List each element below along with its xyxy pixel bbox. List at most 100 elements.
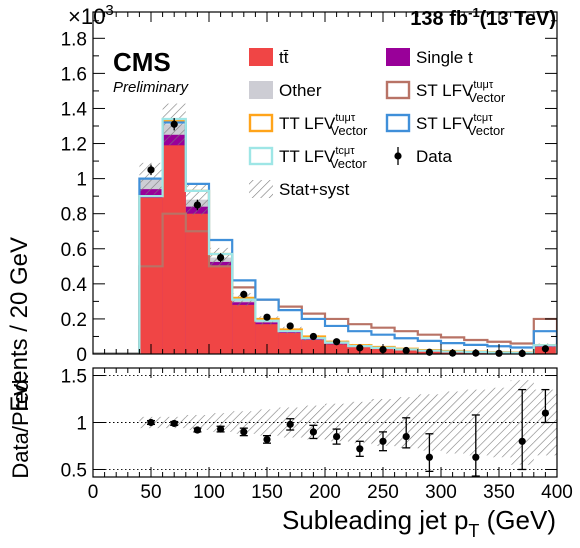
legend-label: Other — [279, 81, 322, 100]
experiment-label: CMS — [113, 47, 171, 77]
stack-bar-ttbar — [301, 339, 325, 354]
data-point — [309, 332, 317, 341]
legend-entry-single_t: Single t — [386, 48, 473, 67]
ratio-point — [472, 453, 480, 461]
stack-bar-ttbar — [162, 145, 186, 354]
legend-swatch-other — [249, 81, 273, 99]
ratio-point — [263, 435, 271, 444]
y-multiplier: ×103 — [68, 2, 114, 29]
legend-swatch-single_t — [386, 48, 410, 66]
stack-bar-ttbar — [255, 324, 279, 354]
legend-entry-st_tc: ST LFVtcμτ Vector — [385, 112, 505, 138]
legend-entry-tt_tc: TT LFVtcμτ Vector — [248, 145, 367, 171]
stack-bar-ttbar — [139, 197, 163, 354]
legend-label: ST LFVtcμτ Vector — [416, 112, 505, 138]
legend-entry-unc: Stat+syst — [249, 180, 350, 199]
data-point — [193, 201, 201, 209]
ratio-point — [286, 420, 294, 428]
legend-swatch-tt_tc — [248, 146, 274, 166]
ratio-y-tick-label: 1.5 — [61, 367, 87, 388]
ratio-band-bin — [371, 399, 395, 446]
data-point — [170, 120, 178, 128]
data-point — [217, 253, 225, 262]
data-point — [240, 290, 248, 298]
ratio-point — [356, 445, 364, 453]
stack-bar-ttbar — [278, 332, 302, 354]
x-tick-label: 150 — [251, 482, 283, 503]
ratio-band-bin — [487, 387, 511, 458]
main-axes: 0 0.2 0.4 0.6 0.8 1 1.2 1.4 1.6 1.8 — [61, 12, 558, 366]
legend-entry-ttbar: tt̄ — [249, 48, 289, 67]
status-label: Preliminary — [113, 79, 190, 96]
ratio-band-bin — [255, 409, 279, 436]
x-tick-label: 350 — [483, 482, 515, 503]
ratio-point — [309, 428, 317, 436]
ratio-band-bin — [325, 403, 349, 442]
ratio-point — [170, 419, 178, 428]
ratio-point — [541, 409, 550, 417]
legend-swatch-tt_tu — [248, 113, 274, 133]
ratio-band-bin — [348, 401, 372, 444]
stack-bar-ttbar — [209, 266, 233, 354]
ratio-point — [425, 453, 433, 461]
x-tick-label: 300 — [425, 482, 457, 503]
y-tick-label: 0.2 — [61, 310, 87, 331]
legend: tt̄ Single t Other ST LFVtuμτ Vector TT LFVtu… — [248, 48, 506, 199]
y-tick-label: 1.4 — [61, 99, 88, 120]
x-tick-label: 400 — [541, 482, 573, 503]
ratio-point — [147, 418, 155, 427]
y-tick-label: 1.8 — [61, 29, 87, 50]
legend-swatch-st_tu — [385, 80, 411, 100]
ratio-point — [379, 437, 387, 445]
legend-entry-tt_tu: TT LFVtuμτ Vector — [248, 112, 368, 138]
y-tick-label: 0.4 — [61, 275, 88, 296]
legend-marker — [394, 152, 402, 160]
x-tick-label: 200 — [309, 482, 341, 503]
ratio-point — [217, 425, 225, 433]
uncertainty-bin — [185, 184, 209, 216]
legend-swatch-unc — [249, 180, 273, 198]
y-tick-label: 1.2 — [61, 135, 87, 156]
y-tick-label: 0.8 — [61, 205, 87, 226]
ratio-band-bin — [441, 391, 465, 454]
x-tick-label: 250 — [367, 482, 399, 503]
data-point — [333, 338, 341, 346]
legend-label: TT LFVtuμτ Vector — [279, 112, 368, 138]
legend-entry-other: Other — [249, 81, 322, 100]
legend-label: TT LFVtcμτ Vector — [279, 145, 367, 171]
y-axis-title: Events / 20 GeV — [6, 237, 33, 412]
legend-entry-st_tu: ST LFVtuμτ Vector — [385, 79, 506, 105]
y-tick-label: 0 — [76, 345, 87, 366]
stack-bar-ttbar — [185, 213, 209, 354]
y-tick-label: 0.6 — [61, 240, 87, 261]
y-tick-label: 1.6 — [61, 64, 87, 85]
ratio-y-tick-label: 1 — [76, 414, 87, 435]
x-axis-title: Subleading jet pT (GeV) — [282, 505, 556, 541]
ratio-point — [193, 426, 201, 434]
ratio-y-tick-label: 0.5 — [61, 460, 87, 481]
legend-label: ST LFVtuμτ Vector — [416, 79, 506, 105]
x-tick-label: 50 — [140, 482, 161, 503]
legend-label: Stat+syst — [279, 180, 350, 199]
legend-entry-data: Data — [394, 147, 452, 166]
ratio-band-bin — [232, 411, 256, 434]
ratio-axes: 0.5 1 1.5 0 50 100 150 200 250 300 350 400 — [61, 367, 573, 503]
legend-label: Data — [416, 147, 452, 166]
data-point — [356, 344, 364, 352]
x-tick-label: 0 — [88, 482, 99, 503]
x-tick-label: 100 — [193, 482, 225, 503]
legend-swatch-st_tc — [385, 113, 411, 133]
y-tick-label: 1 — [76, 170, 87, 191]
legend-label: tt̄ — [279, 48, 289, 67]
ratio-point — [333, 432, 341, 441]
legend-label: Single t — [416, 48, 473, 67]
data-point — [263, 313, 271, 321]
ratio-points — [147, 388, 550, 477]
stack-bar-ttbar — [232, 304, 256, 354]
ratio-point — [402, 432, 410, 441]
ratio-band-bin — [209, 413, 233, 432]
legend-swatch-ttbar — [249, 48, 273, 66]
ratio-y-axis-title: Data/Pred. — [8, 373, 33, 478]
